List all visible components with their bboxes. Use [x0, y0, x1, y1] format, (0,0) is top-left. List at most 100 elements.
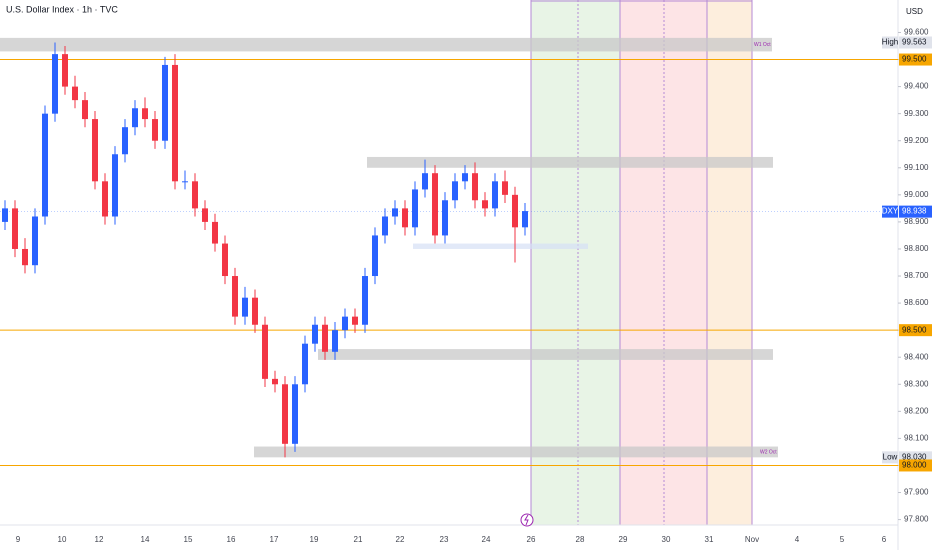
candle-body — [102, 181, 108, 217]
candle-body — [402, 208, 408, 228]
x-tick-label: 10 — [58, 535, 67, 544]
price-label-box — [899, 459, 932, 472]
candle-body — [422, 173, 428, 190]
y-tick-label: 98.400 — [904, 352, 929, 361]
candle-body — [82, 100, 88, 120]
price-label-name-box — [882, 451, 898, 464]
chart-title: U.S. Dollar Index · 1h · TVC — [6, 4, 118, 14]
x-tick-label: 26 — [527, 535, 536, 544]
y-tick-label: 98.800 — [904, 244, 929, 253]
y-tick-label: 99.400 — [904, 82, 929, 91]
week-zone-orange — [707, 0, 752, 525]
price-label-box — [899, 205, 932, 218]
candle-body — [172, 64, 178, 182]
candle-body — [122, 127, 128, 155]
zone-label: W2 Oct — [760, 449, 777, 455]
candle-body — [512, 194, 518, 228]
candle-body — [362, 276, 368, 325]
candle-body — [332, 330, 338, 352]
zone — [318, 349, 773, 360]
candle-body — [442, 200, 448, 236]
candle-body — [62, 54, 68, 87]
x-tick-label: 14 — [141, 535, 150, 544]
x-tick-label: 9 — [16, 535, 21, 544]
y-tick-label: 99.000 — [904, 190, 929, 199]
candle-body — [432, 173, 438, 236]
candle-body — [142, 108, 148, 120]
price-label-name-box — [882, 36, 898, 49]
candle-body — [342, 316, 348, 331]
candle-body — [482, 200, 488, 209]
price-label-name: DXY — [882, 207, 899, 216]
candle-body — [352, 316, 358, 325]
candle-body — [212, 221, 218, 244]
candle-body — [52, 54, 58, 114]
y-tick-label: 98.700 — [904, 271, 929, 280]
zone-label: W1 Oct — [754, 42, 771, 48]
price-label-name: High — [882, 38, 898, 47]
candle-body — [152, 119, 158, 141]
x-tick-label: 29 — [619, 535, 628, 544]
price-label: 99.500 — [902, 55, 927, 64]
candle-body — [272, 378, 278, 385]
y-tick-label: 98.100 — [904, 434, 929, 443]
x-tick-label: 21 — [354, 535, 363, 544]
x-tick-label: Nov — [745, 535, 759, 544]
price-label: 98.500 — [902, 325, 927, 334]
day-dividers — [530, 0, 753, 525]
x-tick-label: 24 — [482, 535, 491, 544]
zone — [254, 446, 778, 458]
candle-body — [282, 384, 288, 444]
candle-body — [262, 324, 268, 379]
y-tick-label: 99.100 — [904, 163, 929, 172]
candle-body — [12, 208, 18, 249]
candle-body — [42, 113, 48, 217]
candle-body — [322, 324, 328, 352]
x-tick-label: 15 — [184, 535, 193, 544]
zone — [0, 37, 772, 52]
week-zone-red — [620, 0, 707, 525]
price-label: 98.000 — [902, 461, 927, 470]
candle-body — [22, 248, 28, 266]
y-tick-label: 97.900 — [904, 488, 929, 497]
candle-body — [312, 324, 318, 344]
price-label-name: Low — [883, 452, 898, 461]
price-label-box — [899, 324, 932, 337]
candle-body — [502, 181, 508, 195]
candle-body — [32, 216, 38, 266]
price-label-box — [899, 53, 932, 66]
x-tick-label: 31 — [705, 535, 714, 544]
candle-body — [202, 208, 208, 222]
y-tick-label: 98.600 — [904, 298, 929, 307]
y-tick-label: 98.900 — [904, 217, 929, 226]
candle-body — [242, 297, 248, 317]
zone — [367, 156, 773, 168]
candle-body — [72, 86, 78, 101]
candle-body — [112, 154, 118, 217]
candle-body — [382, 216, 388, 236]
x-tick-label: 16 — [227, 535, 236, 544]
candle-body — [232, 276, 238, 317]
price-label: 98.030 — [902, 452, 927, 461]
price-label-name-box — [882, 205, 898, 218]
candle-body — [292, 384, 298, 444]
y-tick-label: 98.200 — [904, 406, 929, 415]
candle-body — [392, 208, 398, 217]
x-tick-label: 17 — [270, 535, 279, 544]
x-tick-label: 30 — [662, 535, 671, 544]
x-tick-label: 6 — [882, 535, 887, 544]
price-label-box — [899, 36, 932, 49]
y-tick-label: 98.300 — [904, 379, 929, 388]
candle-body — [2, 208, 8, 222]
candle-body — [252, 297, 258, 325]
y-tick-label: 99.600 — [904, 28, 929, 37]
x-tick-label: 5 — [840, 535, 845, 544]
x-tick-label: 23 — [440, 535, 449, 544]
candle-body — [492, 181, 498, 209]
candle-body — [412, 189, 418, 228]
candle-body — [372, 235, 378, 277]
y-tick-label: 97.800 — [904, 515, 929, 524]
candle-body — [92, 119, 98, 182]
